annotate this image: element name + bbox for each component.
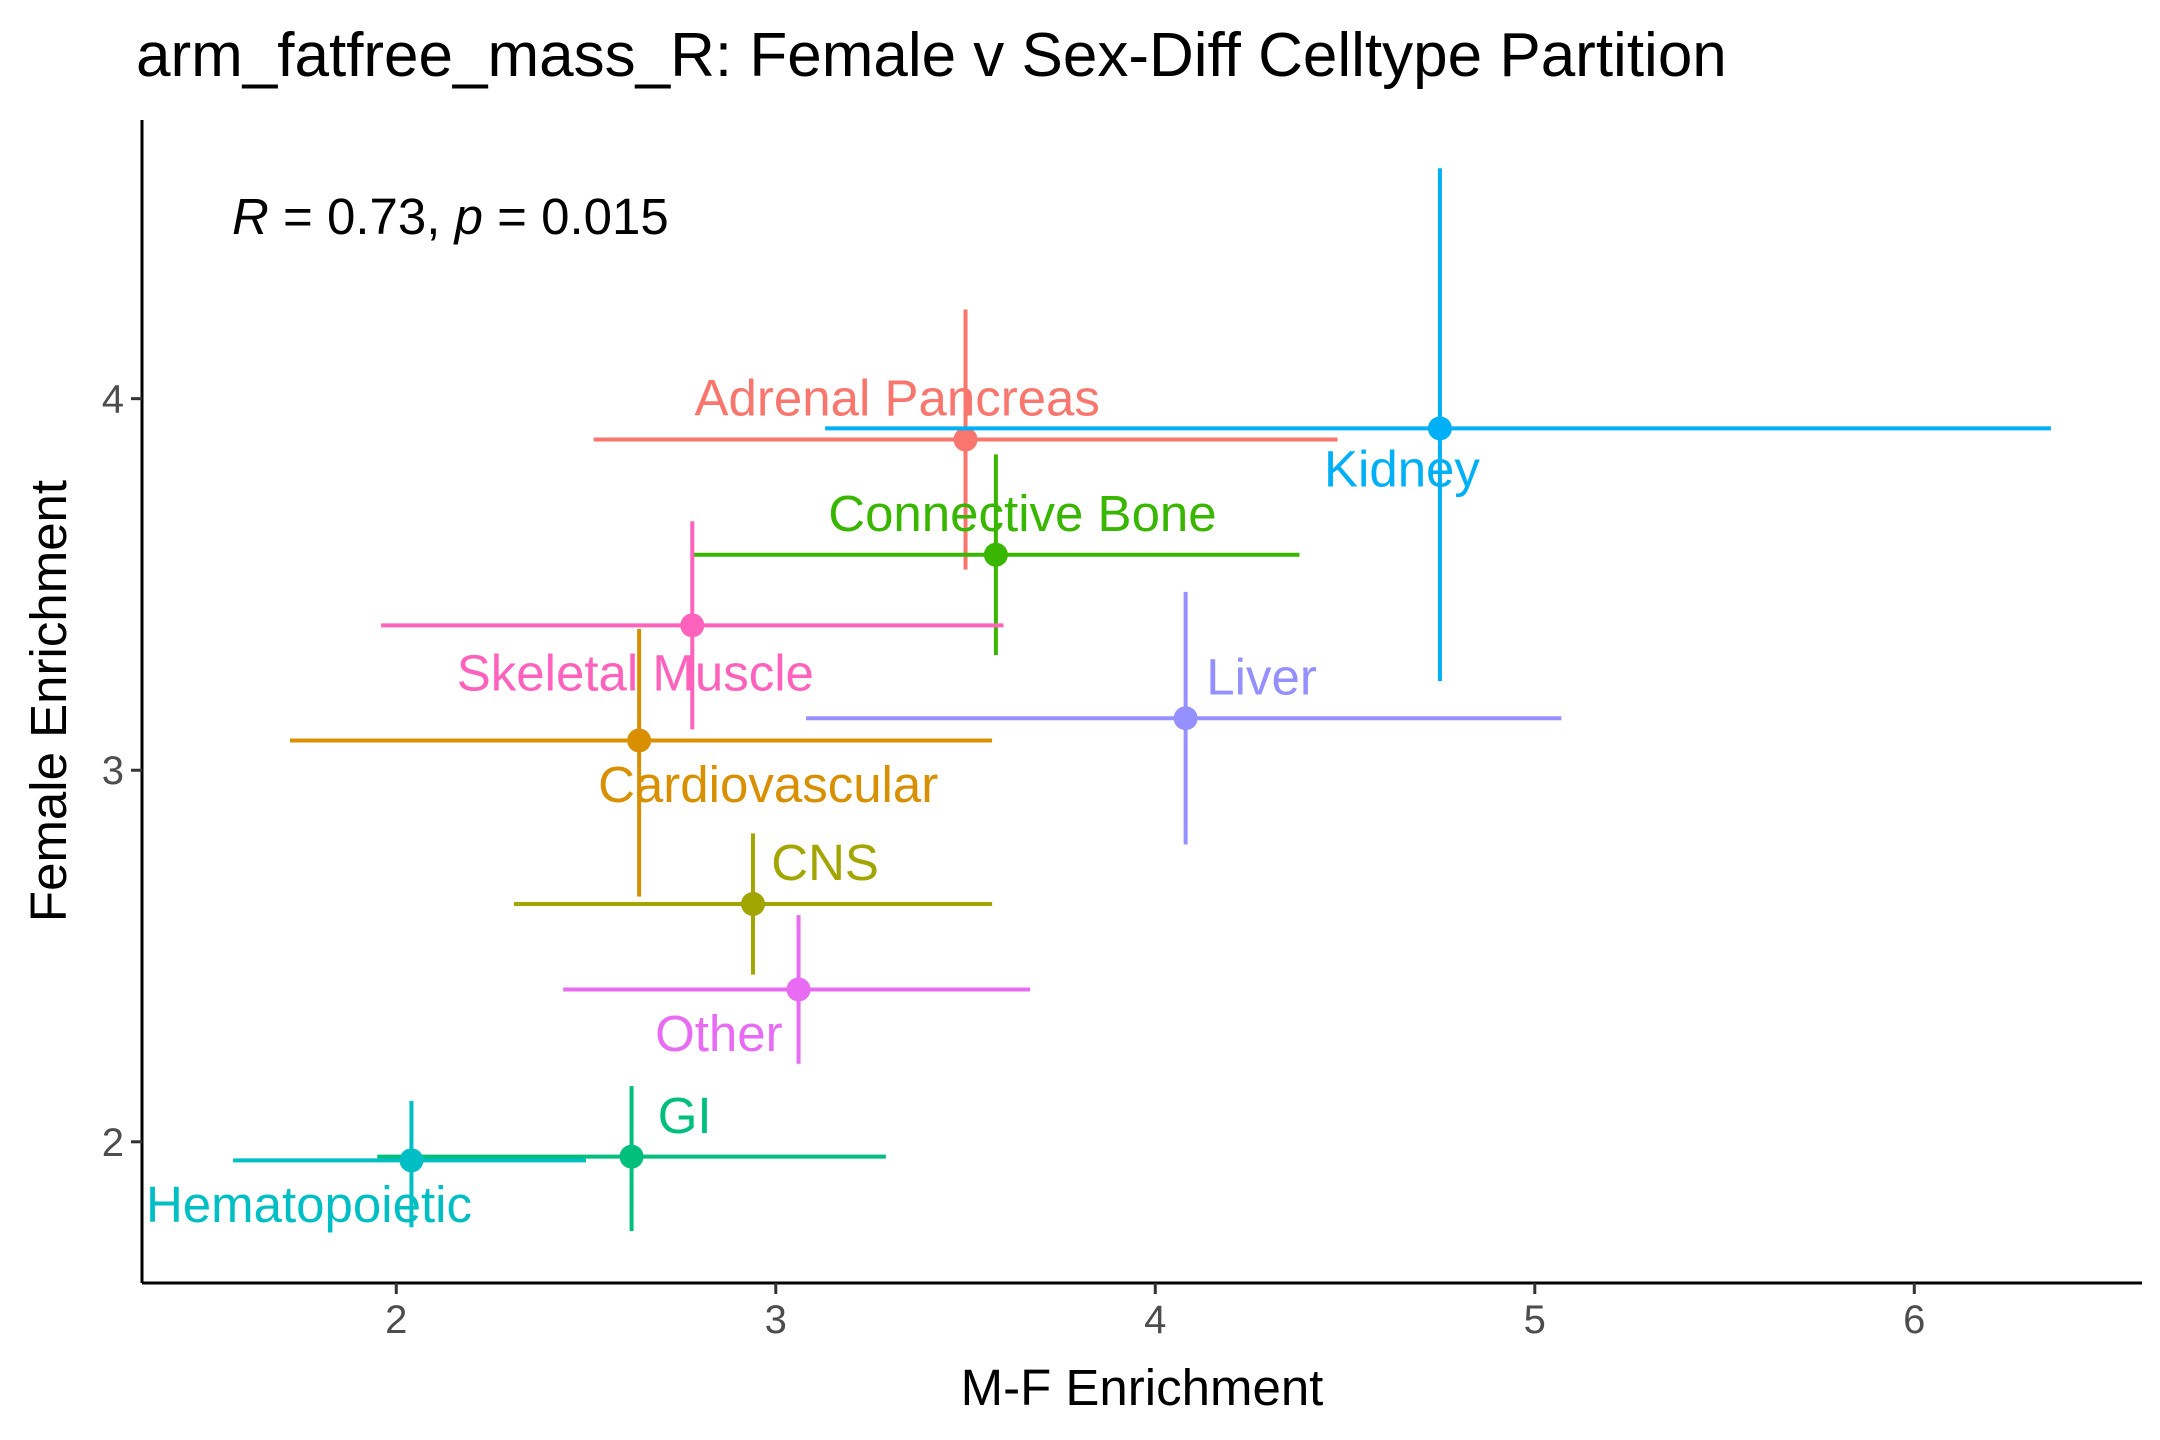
- point-connective-bone: [983, 542, 1008, 567]
- point-kidney: [1427, 416, 1452, 441]
- point-hematopoietic: [399, 1148, 424, 1173]
- p-value: = 0.015: [483, 188, 669, 245]
- x-tick-label: 5: [1524, 1298, 1546, 1342]
- y-axis-label: Female Enrichment: [20, 480, 77, 922]
- point-other: [786, 977, 811, 1002]
- point-label-kidney: Kidney: [1324, 440, 1480, 497]
- point-label-connective-bone: Connective Bone: [828, 485, 1216, 542]
- r-value: = 0.73,: [269, 188, 455, 245]
- point-label-skeletal-muscle: Skeletal Muscle: [457, 645, 814, 702]
- point-cardiovascular: [627, 728, 652, 753]
- point-label-hematopoietic: Hematopoietic: [146, 1176, 472, 1233]
- correlation-annotation: R = 0.73, p = 0.015: [232, 188, 669, 245]
- x-axis-ticks: 2 3 4 5 6: [385, 1283, 1925, 1342]
- chart-title: arm_fatfree_mass_R: Female v Sex-Diff Ce…: [136, 21, 1727, 90]
- r-symbol: R: [232, 188, 269, 245]
- point-gi: [619, 1144, 644, 1169]
- point-label-other: Other: [655, 1005, 783, 1062]
- point-skeletal-muscle: [680, 613, 705, 638]
- x-tick-label: 3: [765, 1298, 787, 1342]
- chart-marks: Adrenal Pancreas Kidney Connective Bone Ske…: [146, 168, 2051, 1233]
- point-adrenal-pancreas: [953, 427, 978, 452]
- p-symbol: p: [453, 188, 483, 245]
- y-tick-label: 3: [102, 749, 124, 793]
- point-label-cns: CNS: [771, 834, 879, 891]
- y-tick-label: 2: [102, 1121, 124, 1165]
- point-label-gi: GI: [658, 1087, 712, 1144]
- point-liver: [1173, 706, 1198, 731]
- y-tick-label: 4: [102, 378, 124, 422]
- y-axis-ticks: 2 3 4: [102, 378, 142, 1165]
- x-tick-label: 2: [385, 1298, 407, 1342]
- point-cns: [741, 892, 766, 917]
- point-label-cardiovascular: Cardiovascular: [598, 756, 938, 813]
- x-axis-label: M-F Enrichment: [961, 1359, 1324, 1416]
- x-tick-label: 6: [1903, 1298, 1925, 1342]
- point-label-liver: Liver: [1206, 648, 1317, 705]
- point-label-adrenal-pancreas: Adrenal Pancreas: [695, 370, 1100, 427]
- x-tick-label: 4: [1144, 1298, 1166, 1342]
